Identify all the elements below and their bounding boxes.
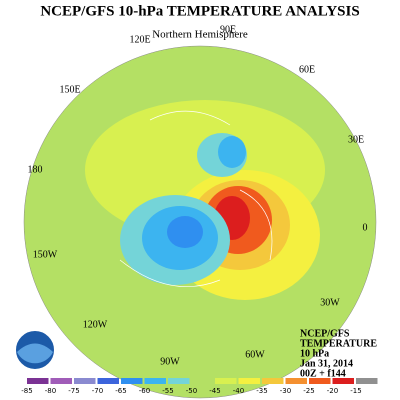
colorbar-swatch xyxy=(215,378,237,384)
longitude-label: 90E xyxy=(220,24,236,35)
info-line: Jan 31, 2014 xyxy=(300,358,353,369)
colorbar-swatch xyxy=(144,378,166,384)
info-line: NCEP/GFS xyxy=(300,328,350,339)
colorbar-label: -85 xyxy=(21,387,32,395)
info-line: 10 hPa xyxy=(300,348,329,359)
colorbar-label: -25 xyxy=(303,387,314,395)
colorbar-label: -45 xyxy=(209,387,220,395)
title: NCEP/GFS 10-hPa TEMPERATURE ANALYSIS xyxy=(40,3,359,19)
colorbar-label: -60 xyxy=(139,387,150,395)
map xyxy=(23,45,377,399)
colorbar-swatch xyxy=(121,378,143,384)
colorbar-label: -80 xyxy=(45,387,56,395)
colorbar-label: -35 xyxy=(256,387,267,395)
colorbar-label: -55 xyxy=(162,387,173,395)
colorbar-swatch xyxy=(168,378,190,384)
info-line: 00Z + f144 xyxy=(300,368,346,379)
colorbar-label: -20 xyxy=(327,387,338,395)
longitude-label: 60E xyxy=(299,64,315,75)
contour-area xyxy=(167,216,203,248)
longitude-label: 150E xyxy=(59,84,80,95)
longitude-label: 30W xyxy=(320,297,340,308)
info-line: TEMPERATURE xyxy=(300,338,377,349)
colorbar-swatch xyxy=(97,378,119,384)
noaa-logo xyxy=(14,329,56,371)
longitude-label: 150W xyxy=(33,249,58,260)
colorbar-label: -70 xyxy=(92,387,103,395)
coastline xyxy=(119,110,273,287)
colorbar-label: -30 xyxy=(280,387,291,395)
contour-area xyxy=(218,136,246,168)
colorbar-swatch xyxy=(332,378,354,384)
colorbar-label: -65 xyxy=(115,387,126,395)
colorbar-swatch xyxy=(285,378,307,384)
colorbar-label: -75 xyxy=(68,387,79,395)
colorbar-swatch xyxy=(309,378,331,384)
colorbar-swatch xyxy=(356,378,378,384)
colorbar-label: -15 xyxy=(350,387,361,395)
colorbar-swatch xyxy=(262,378,284,384)
colorbar-label: -40 xyxy=(233,387,244,395)
colorbar-label: -50 xyxy=(186,387,197,395)
longitude-label: 180 xyxy=(28,164,43,175)
subtitle: Northern Hemisphere xyxy=(152,29,248,41)
colorbar-swatch xyxy=(50,378,72,384)
longitude-label: 60W xyxy=(245,349,265,360)
colorbar-swatch xyxy=(238,378,260,384)
longitude-label: 30E xyxy=(348,134,364,145)
colorbar-swatch xyxy=(27,378,49,384)
longitude-label: 0 xyxy=(363,222,368,233)
colorbar-swatch xyxy=(191,378,213,384)
longitude-label: 120W xyxy=(83,319,108,330)
longitude-label: 90W xyxy=(160,356,180,367)
colorbar-swatch xyxy=(74,378,96,384)
longitude-label: 120E xyxy=(129,34,150,45)
